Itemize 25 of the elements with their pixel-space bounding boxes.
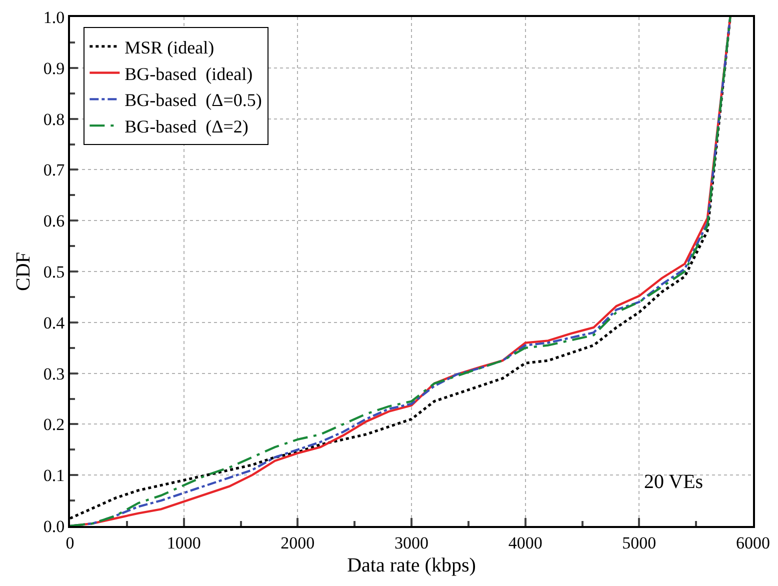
- y-tick-label: 0.6: [43, 212, 65, 231]
- y-tick-label: 0.8: [43, 110, 65, 129]
- legend-label: BG-based (Δ=2): [124, 116, 248, 137]
- x-axis-title: Data rate (kbps): [347, 554, 476, 576]
- legend-label: BG-based (ideal): [124, 64, 253, 84]
- y-tick-label: 1.0: [43, 8, 65, 27]
- y-tick-label: 0.4: [43, 313, 66, 332]
- annotation: 20 VEs: [644, 471, 704, 493]
- y-tick-label: 0.7: [43, 160, 66, 180]
- y-tick-label: 0.2: [43, 415, 65, 434]
- y-tick-label: 0.1: [43, 466, 65, 486]
- legend-label: BG-based (Δ=0.5): [124, 90, 262, 110]
- x-tick-label: 6000: [736, 533, 770, 552]
- x-tick-label: 2000: [280, 533, 315, 552]
- x-tick-label: 0: [66, 533, 74, 552]
- x-tick-label: 3000: [394, 533, 428, 552]
- y-tick-label: 0.3: [43, 364, 65, 384]
- legend-label: MSR (ideal): [124, 37, 214, 58]
- x-tick-label: 5000: [622, 533, 656, 552]
- x-tick-label: 4000: [508, 533, 542, 552]
- x-tick-label: 1000: [166, 533, 201, 552]
- y-tick-label: 0.9: [43, 58, 65, 78]
- y-tick-label: 0.0: [43, 516, 65, 536]
- y-tick-label: 0.5: [43, 262, 65, 282]
- y-axis-title: CDF: [12, 252, 34, 291]
